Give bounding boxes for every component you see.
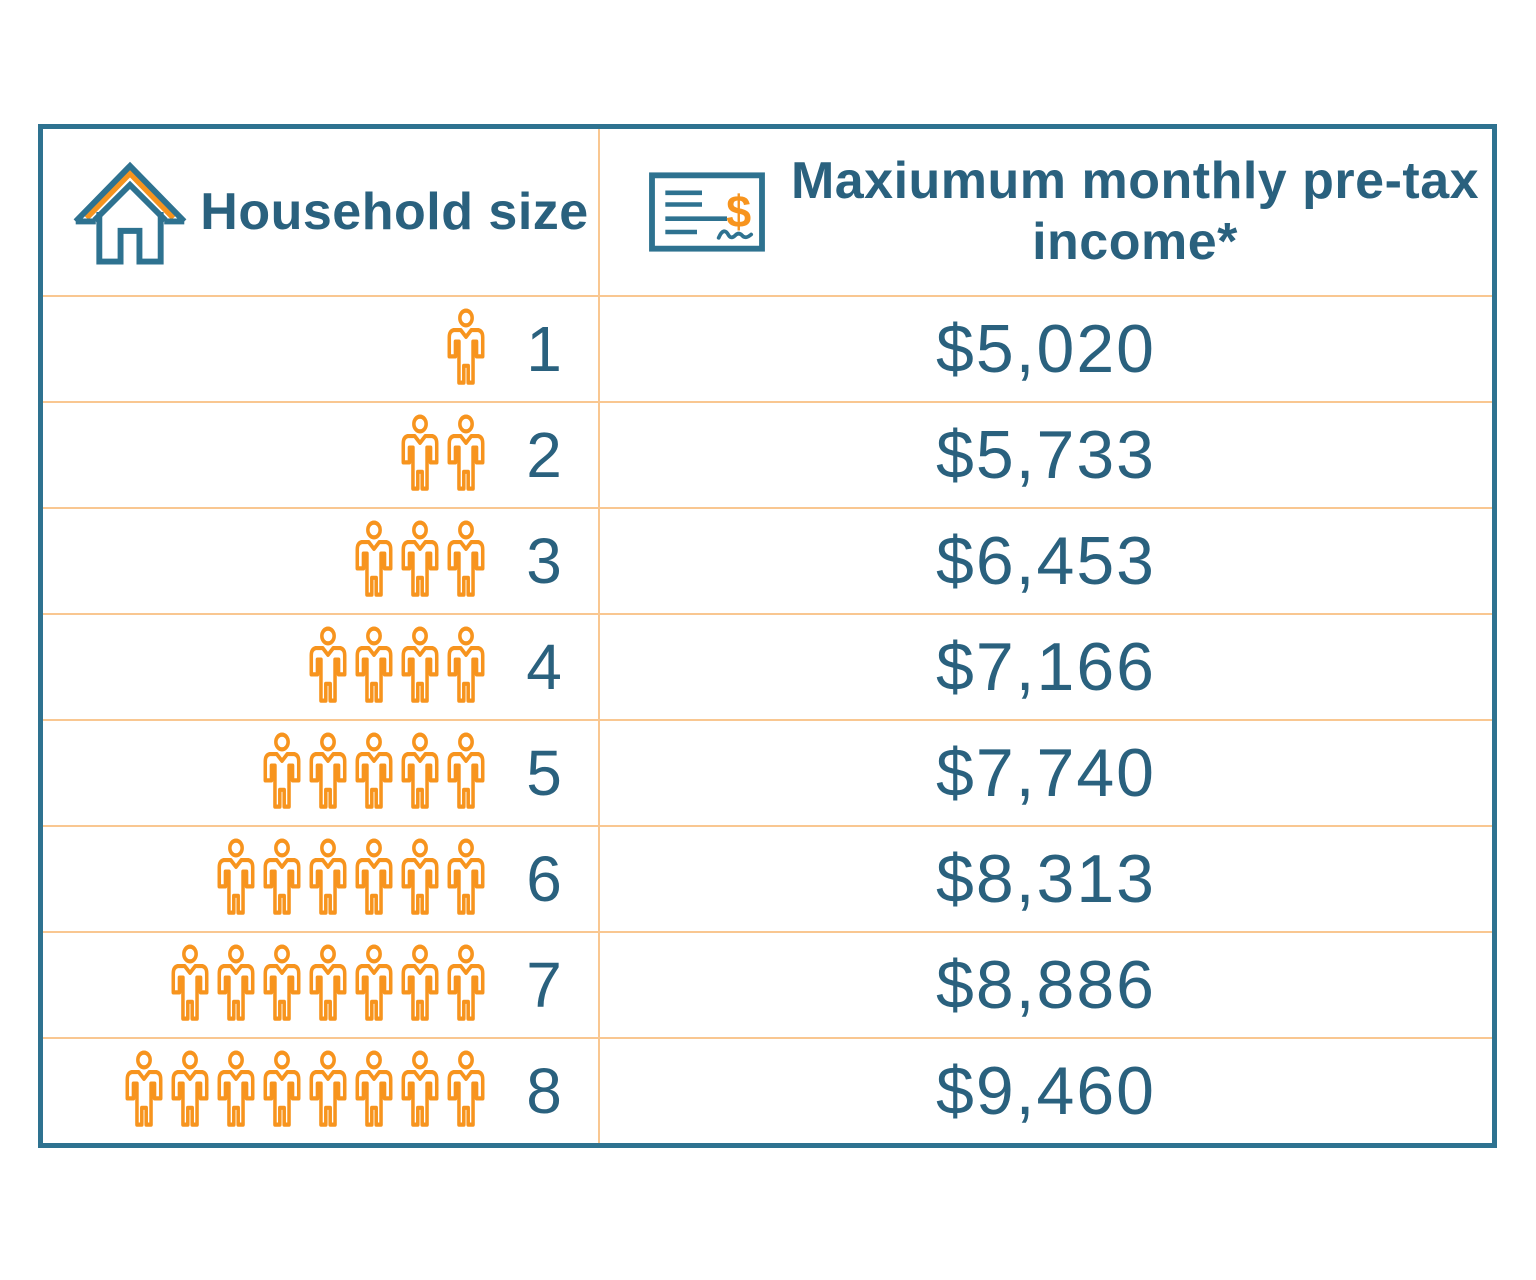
table-row: 4 $7,166 [43,615,1492,721]
person-icon [309,944,347,1021]
income-cell: $6,453 [600,509,1492,613]
income-value: $6,453 [936,523,1156,599]
household-size-value: 4 [526,631,562,703]
person-icon [447,520,485,597]
income-header-label: Maxiumum monthly pre-tax income* [790,152,1480,271]
person-icon [171,944,209,1021]
table-body: 1 $5,020 2 $5,733 3 $6,453 4 $7,166 5 $7,740 6 $8,3… [43,297,1492,1143]
household-header-cell: Household size [43,129,600,295]
income-cell: $5,020 [600,297,1492,401]
person-icons [444,308,488,390]
income-table: Household size $ Maxiumum monthly pre-ta… [38,124,1497,1148]
household-size-cell: 1 [43,297,600,401]
income-cell: $8,886 [600,933,1492,1037]
household-header-label: Household size [200,182,589,241]
income-value: $7,740 [936,735,1156,811]
person-icon [355,944,393,1021]
household-size-cell: 3 [43,509,600,613]
person-icon [447,944,485,1021]
person-icon [355,520,393,597]
household-size-value: 5 [526,737,562,809]
household-size-value: 6 [526,843,562,915]
household-size-value: 1 [526,313,562,385]
check-icon: $ [649,172,765,252]
table-header-row: Household size $ Maxiumum monthly pre-ta… [43,129,1492,297]
person-icon [447,838,485,915]
household-size-cell: 8 [43,1039,600,1143]
table-row: 6 $8,313 [43,827,1492,933]
household-size-value: 3 [526,525,562,597]
household-size-value: 8 [526,1055,562,1127]
person-icon [263,732,301,809]
person-icon [401,944,439,1021]
income-cell: $8,313 [600,827,1492,931]
household-size-cell: 5 [43,721,600,825]
person-icon [309,732,347,809]
dollar-sign-glyph: $ [726,186,751,237]
person-icon [263,944,301,1021]
person-icon [447,732,485,809]
household-size-value: 7 [526,949,562,1021]
person-icon [309,626,347,703]
income-cell: $7,740 [600,721,1492,825]
person-icon [217,1050,255,1127]
person-icon [355,732,393,809]
person-icons [214,838,488,920]
income-value: $8,313 [936,841,1156,917]
household-size-cell: 7 [43,933,600,1037]
income-value: $8,886 [936,947,1156,1023]
household-size-cell: 2 [43,403,600,507]
person-icon [447,1050,485,1127]
person-icon [447,414,485,491]
household-size-cell: 4 [43,615,600,719]
table-row: 2 $5,733 [43,403,1492,509]
person-icons [260,732,488,814]
person-icon [401,520,439,597]
person-icon [447,308,485,385]
person-icon [401,414,439,491]
income-cell: $9,460 [600,1039,1492,1143]
table-row: 3 $6,453 [43,509,1492,615]
person-icon [355,838,393,915]
person-icons [122,1050,488,1132]
income-value: $5,020 [936,311,1156,387]
table-row: 1 $5,020 [43,297,1492,403]
person-icon [401,626,439,703]
person-icon [401,838,439,915]
income-value: $5,733 [936,417,1156,493]
person-icon [401,1050,439,1127]
income-value: $9,460 [936,1053,1156,1129]
person-icon [263,1050,301,1127]
person-icon [263,838,301,915]
household-size-value: 2 [526,419,562,491]
table-row: 7 $8,886 [43,933,1492,1039]
person-icon [355,626,393,703]
person-icons [352,520,488,602]
person-icon [401,732,439,809]
person-icon [447,626,485,703]
person-icon [217,944,255,1021]
table-row: 5 $7,740 [43,721,1492,827]
person-icon [171,1050,209,1127]
person-icon [309,838,347,915]
person-icon [125,1050,163,1127]
income-cell: $7,166 [600,615,1492,719]
house-icon [73,161,187,265]
income-header-cell: $ Maxiumum monthly pre-tax income* [600,129,1492,295]
person-icons [398,414,488,496]
table-row: 8 $9,460 [43,1039,1492,1143]
person-icon [217,838,255,915]
income-cell: $5,733 [600,403,1492,507]
person-icon [355,1050,393,1127]
person-icons [306,626,488,708]
household-size-cell: 6 [43,827,600,931]
person-icon [309,1050,347,1127]
person-icons [168,944,488,1026]
income-value: $7,166 [936,629,1156,705]
